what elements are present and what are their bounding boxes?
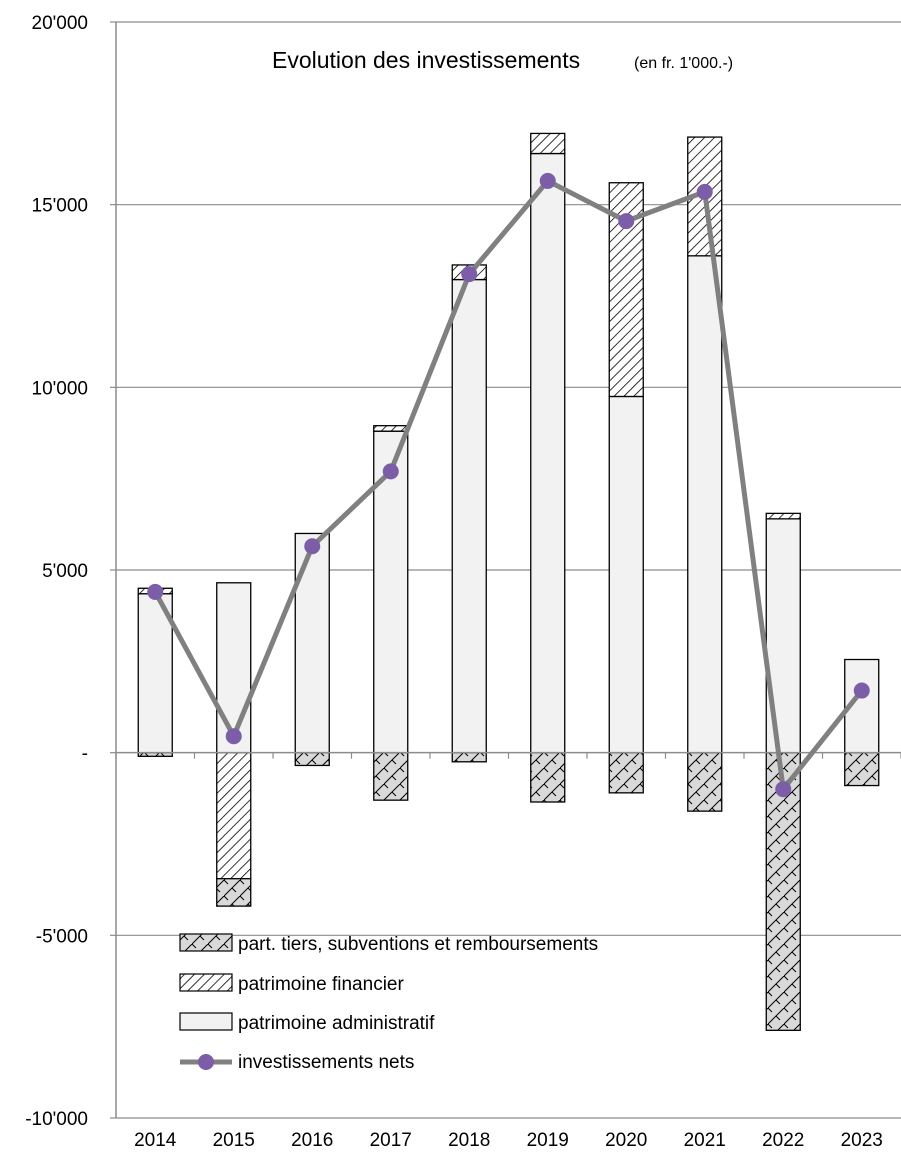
bar-solid-2015 bbox=[216, 582, 252, 754]
x-tick-label: 2016 bbox=[291, 1130, 333, 1151]
legend-swatch-financial bbox=[179, 973, 233, 992]
chart-title: Evolution des investissements (en fr. 1'… bbox=[272, 47, 733, 73]
net-investment-point-2014 bbox=[147, 583, 164, 600]
legend-label-financial: patrimoine financier bbox=[238, 974, 404, 995]
net-investment-point-2023 bbox=[853, 682, 870, 699]
chart-subtitle-text: (en fr. 1'000.-) bbox=[634, 55, 733, 72]
bar-crosshatch-2015 bbox=[216, 878, 252, 907]
x-tick-label: 2019 bbox=[527, 1130, 569, 1151]
bar-crosshatch-2023 bbox=[844, 752, 880, 787]
legend-swatch-third-party bbox=[179, 933, 233, 952]
bar-diagonal-2019 bbox=[530, 132, 566, 155]
y-tick-label: 5'000 bbox=[42, 561, 88, 582]
net-investment-point-2020 bbox=[618, 213, 635, 230]
bar-crosshatch-2019 bbox=[530, 752, 566, 803]
y-tick-label: - bbox=[82, 744, 88, 765]
x-tick-label: 2020 bbox=[605, 1130, 647, 1151]
bar-crosshatch-2016 bbox=[294, 752, 330, 767]
y-tick-label: 15'000 bbox=[32, 196, 88, 217]
legend-label-net: investissements nets bbox=[238, 1052, 414, 1073]
bars bbox=[137, 132, 880, 1031]
net-investment-point-2022 bbox=[775, 781, 792, 798]
bar-crosshatch-2018 bbox=[451, 752, 487, 763]
bar-solid-2021 bbox=[687, 255, 723, 754]
bar-diagonal-2017 bbox=[373, 425, 409, 432]
y-tick-label: 10'000 bbox=[32, 378, 88, 399]
bar-diagonal-2015 bbox=[216, 752, 252, 880]
net-investment-point-2017 bbox=[382, 463, 399, 480]
x-tick-label: 2021 bbox=[684, 1130, 726, 1151]
legend-marker-net bbox=[198, 1054, 214, 1070]
x-tick-label: 2014 bbox=[134, 1130, 177, 1151]
bar-solid-2019 bbox=[530, 152, 566, 754]
net-investment-point-2021 bbox=[696, 183, 713, 200]
net-investment-polyline bbox=[153, 178, 864, 792]
x-tick-label: 2015 bbox=[213, 1130, 255, 1151]
bar-solid-2016 bbox=[294, 532, 330, 754]
x-tick-label: 2023 bbox=[841, 1130, 883, 1151]
net-investment-point-2019 bbox=[539, 172, 556, 189]
x-tick-label: 2018 bbox=[448, 1130, 490, 1151]
y-tick-label: -5'000 bbox=[36, 926, 88, 947]
x-tick-label: 2017 bbox=[370, 1130, 412, 1151]
legend-label-third-party: part. tiers, subventions et remboursemen… bbox=[238, 934, 598, 955]
gridlines bbox=[116, 21, 901, 1119]
legend: part. tiers, subventions et remboursemen… bbox=[179, 933, 598, 1073]
legend-swatch-administrative bbox=[179, 1012, 233, 1031]
bar-crosshatch-2020 bbox=[608, 752, 644, 794]
chart-title-text: Evolution des investissements bbox=[272, 47, 580, 73]
x-tick-label: 2022 bbox=[762, 1130, 804, 1151]
legend-label-administrative: patrimoine administratif bbox=[238, 1013, 435, 1034]
bar-crosshatch-2021 bbox=[687, 752, 723, 812]
net-investment-point-2018 bbox=[461, 266, 478, 283]
bar-solid-2020 bbox=[608, 395, 644, 754]
y-tick-label: -10'000 bbox=[25, 1109, 88, 1130]
axes: -10'000-5'000-5'00010'00015'00020'000201… bbox=[25, 13, 901, 1151]
net-investment-point-2016 bbox=[304, 538, 321, 555]
net-investment-line bbox=[147, 172, 870, 798]
bar-solid-2018 bbox=[451, 278, 487, 754]
bar-crosshatch-2017 bbox=[373, 752, 409, 801]
bar-diagonal-2022 bbox=[765, 512, 801, 520]
y-tick-label: 20'000 bbox=[32, 13, 88, 34]
net-investment-point-2015 bbox=[225, 728, 242, 745]
